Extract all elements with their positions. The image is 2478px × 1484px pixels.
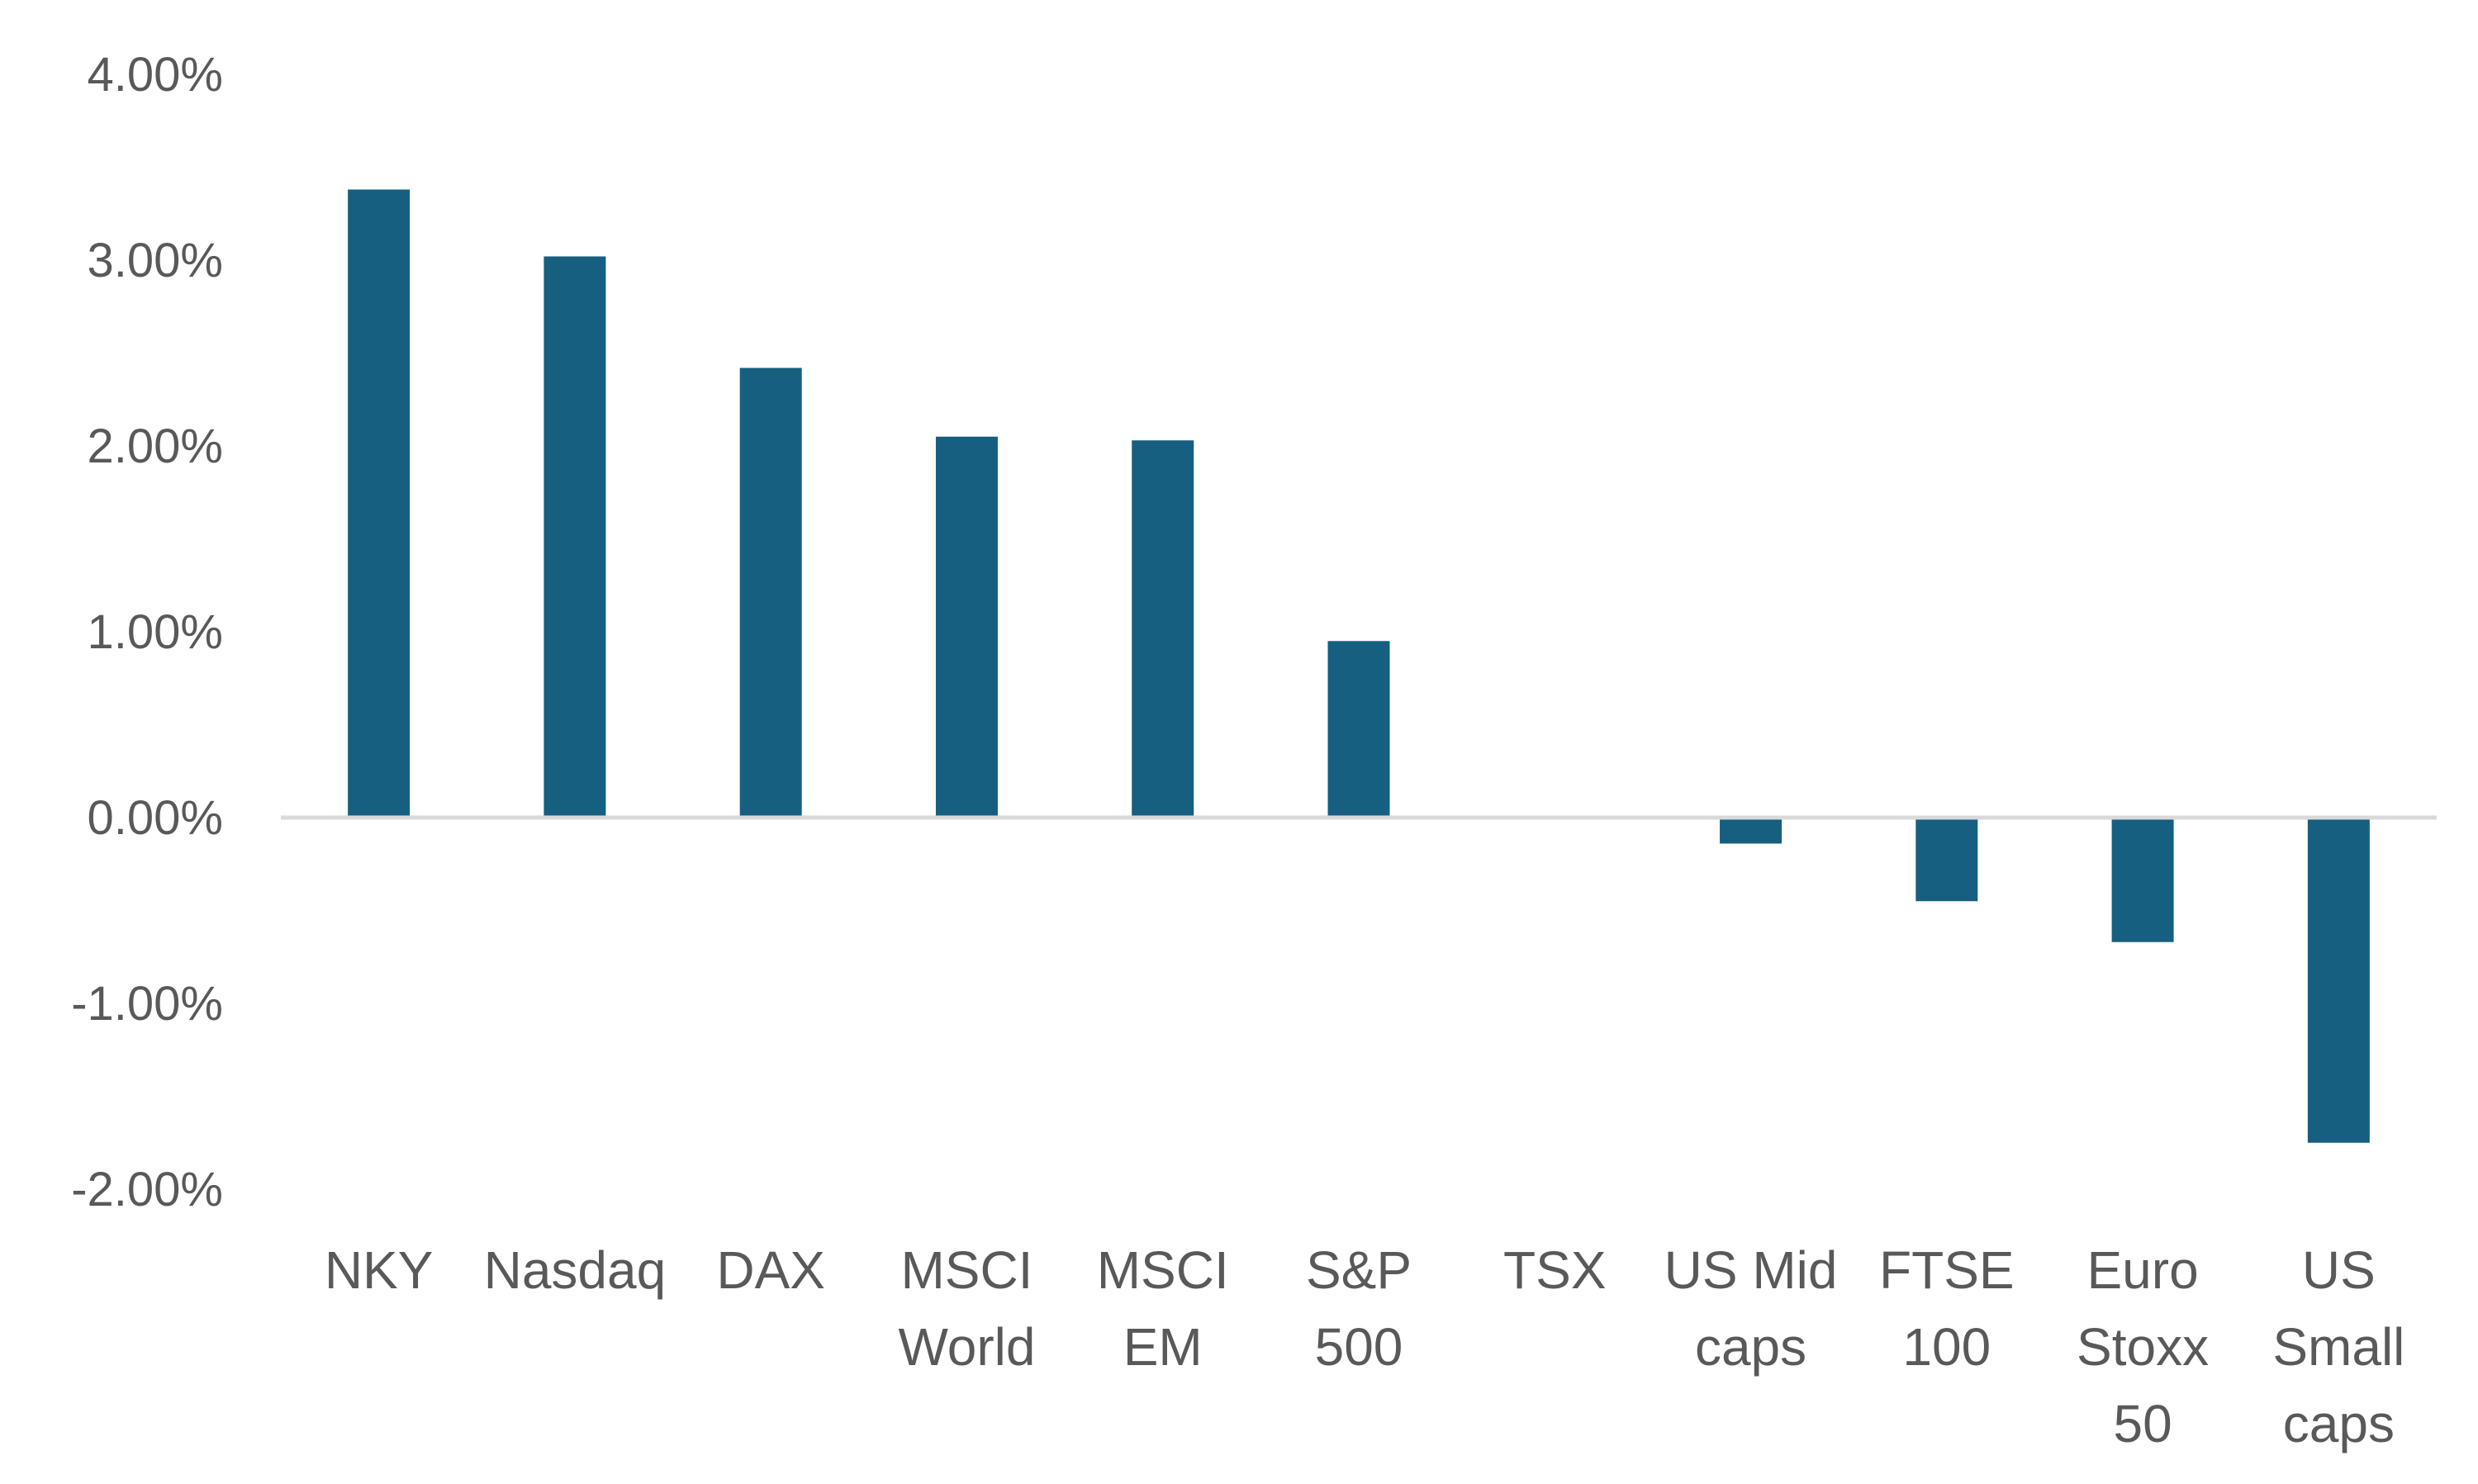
x-category-label-line: US [2302,1240,2376,1300]
x-category-label-line: S&P [1306,1240,1412,1300]
x-category-label-line: FTSE [1879,1240,2015,1300]
x-category-label-line: Small [2272,1317,2404,1377]
x-category-label-line: 50 [2113,1394,2172,1453]
bar [348,189,411,818]
y-tick-label: 4.00% [88,48,223,102]
x-category-label-line: caps [2283,1394,2395,1453]
x-category-label: DAX [716,1240,825,1300]
x-category-label: US Mid caps [1664,1240,1838,1377]
x-category-label-line: MSCI [900,1240,1032,1300]
x-category-label-line: MSCI [1097,1240,1229,1300]
x-category-label: Euro Stoxx 50 [2077,1240,2209,1453]
y-tick-label: 0.00% [88,791,223,845]
x-axis-category-labels: NKY Nasdaq DAX MSCI World MSCI EM S&P 500 TSX US M… [325,1240,2405,1453]
x-category-label-line: DAX [716,1240,825,1300]
y-tick-label: 1.00% [88,605,223,659]
bar [1327,641,1390,818]
x-category-label: US Small caps [2272,1240,2404,1453]
x-category-label: TSX [1503,1240,1606,1300]
x-category-label-line: Euro [2086,1240,2198,1300]
bar [2111,818,2174,942]
y-tick-label: 2.00% [88,420,223,473]
x-category-label-line: 100 [1902,1317,1991,1377]
bar [544,256,606,818]
x-category-label-line: TSX [1503,1240,1606,1300]
x-category-label: NKY [325,1240,434,1300]
bar [739,367,802,818]
bar [2307,818,2370,1143]
y-tick-label: 3.00% [88,234,223,287]
x-category-label: FTSE 100 [1879,1240,2015,1377]
y-axis-tick-labels: -2.00% -1.00% 0.00% 1.00% 2.00% 3.00% 4.00% [71,48,223,1216]
x-category-label-line: US Mid [1664,1240,1838,1300]
bar [1132,440,1194,818]
x-category-label-line: World [898,1317,1035,1377]
y-tick-label: -1.00% [71,977,223,1031]
bars [348,189,2370,1143]
bar [1720,818,1783,844]
x-category-label-line: Nasdaq [484,1240,667,1300]
bar [935,436,998,818]
x-category-label-line: 500 [1315,1317,1403,1377]
bar [1915,818,1978,902]
x-category-label: S&P 500 [1306,1240,1412,1377]
x-category-label-line: Stoxx [2077,1317,2209,1377]
x-category-label-line: EM [1123,1317,1203,1377]
x-category-label: MSCI World [898,1240,1035,1377]
x-category-label: Nasdaq [484,1240,667,1300]
x-category-label: MSCI EM [1097,1240,1229,1377]
x-category-label-line: caps [1695,1317,1806,1377]
y-tick-label: -2.00% [71,1163,223,1216]
x-category-label-line: NKY [325,1240,434,1300]
